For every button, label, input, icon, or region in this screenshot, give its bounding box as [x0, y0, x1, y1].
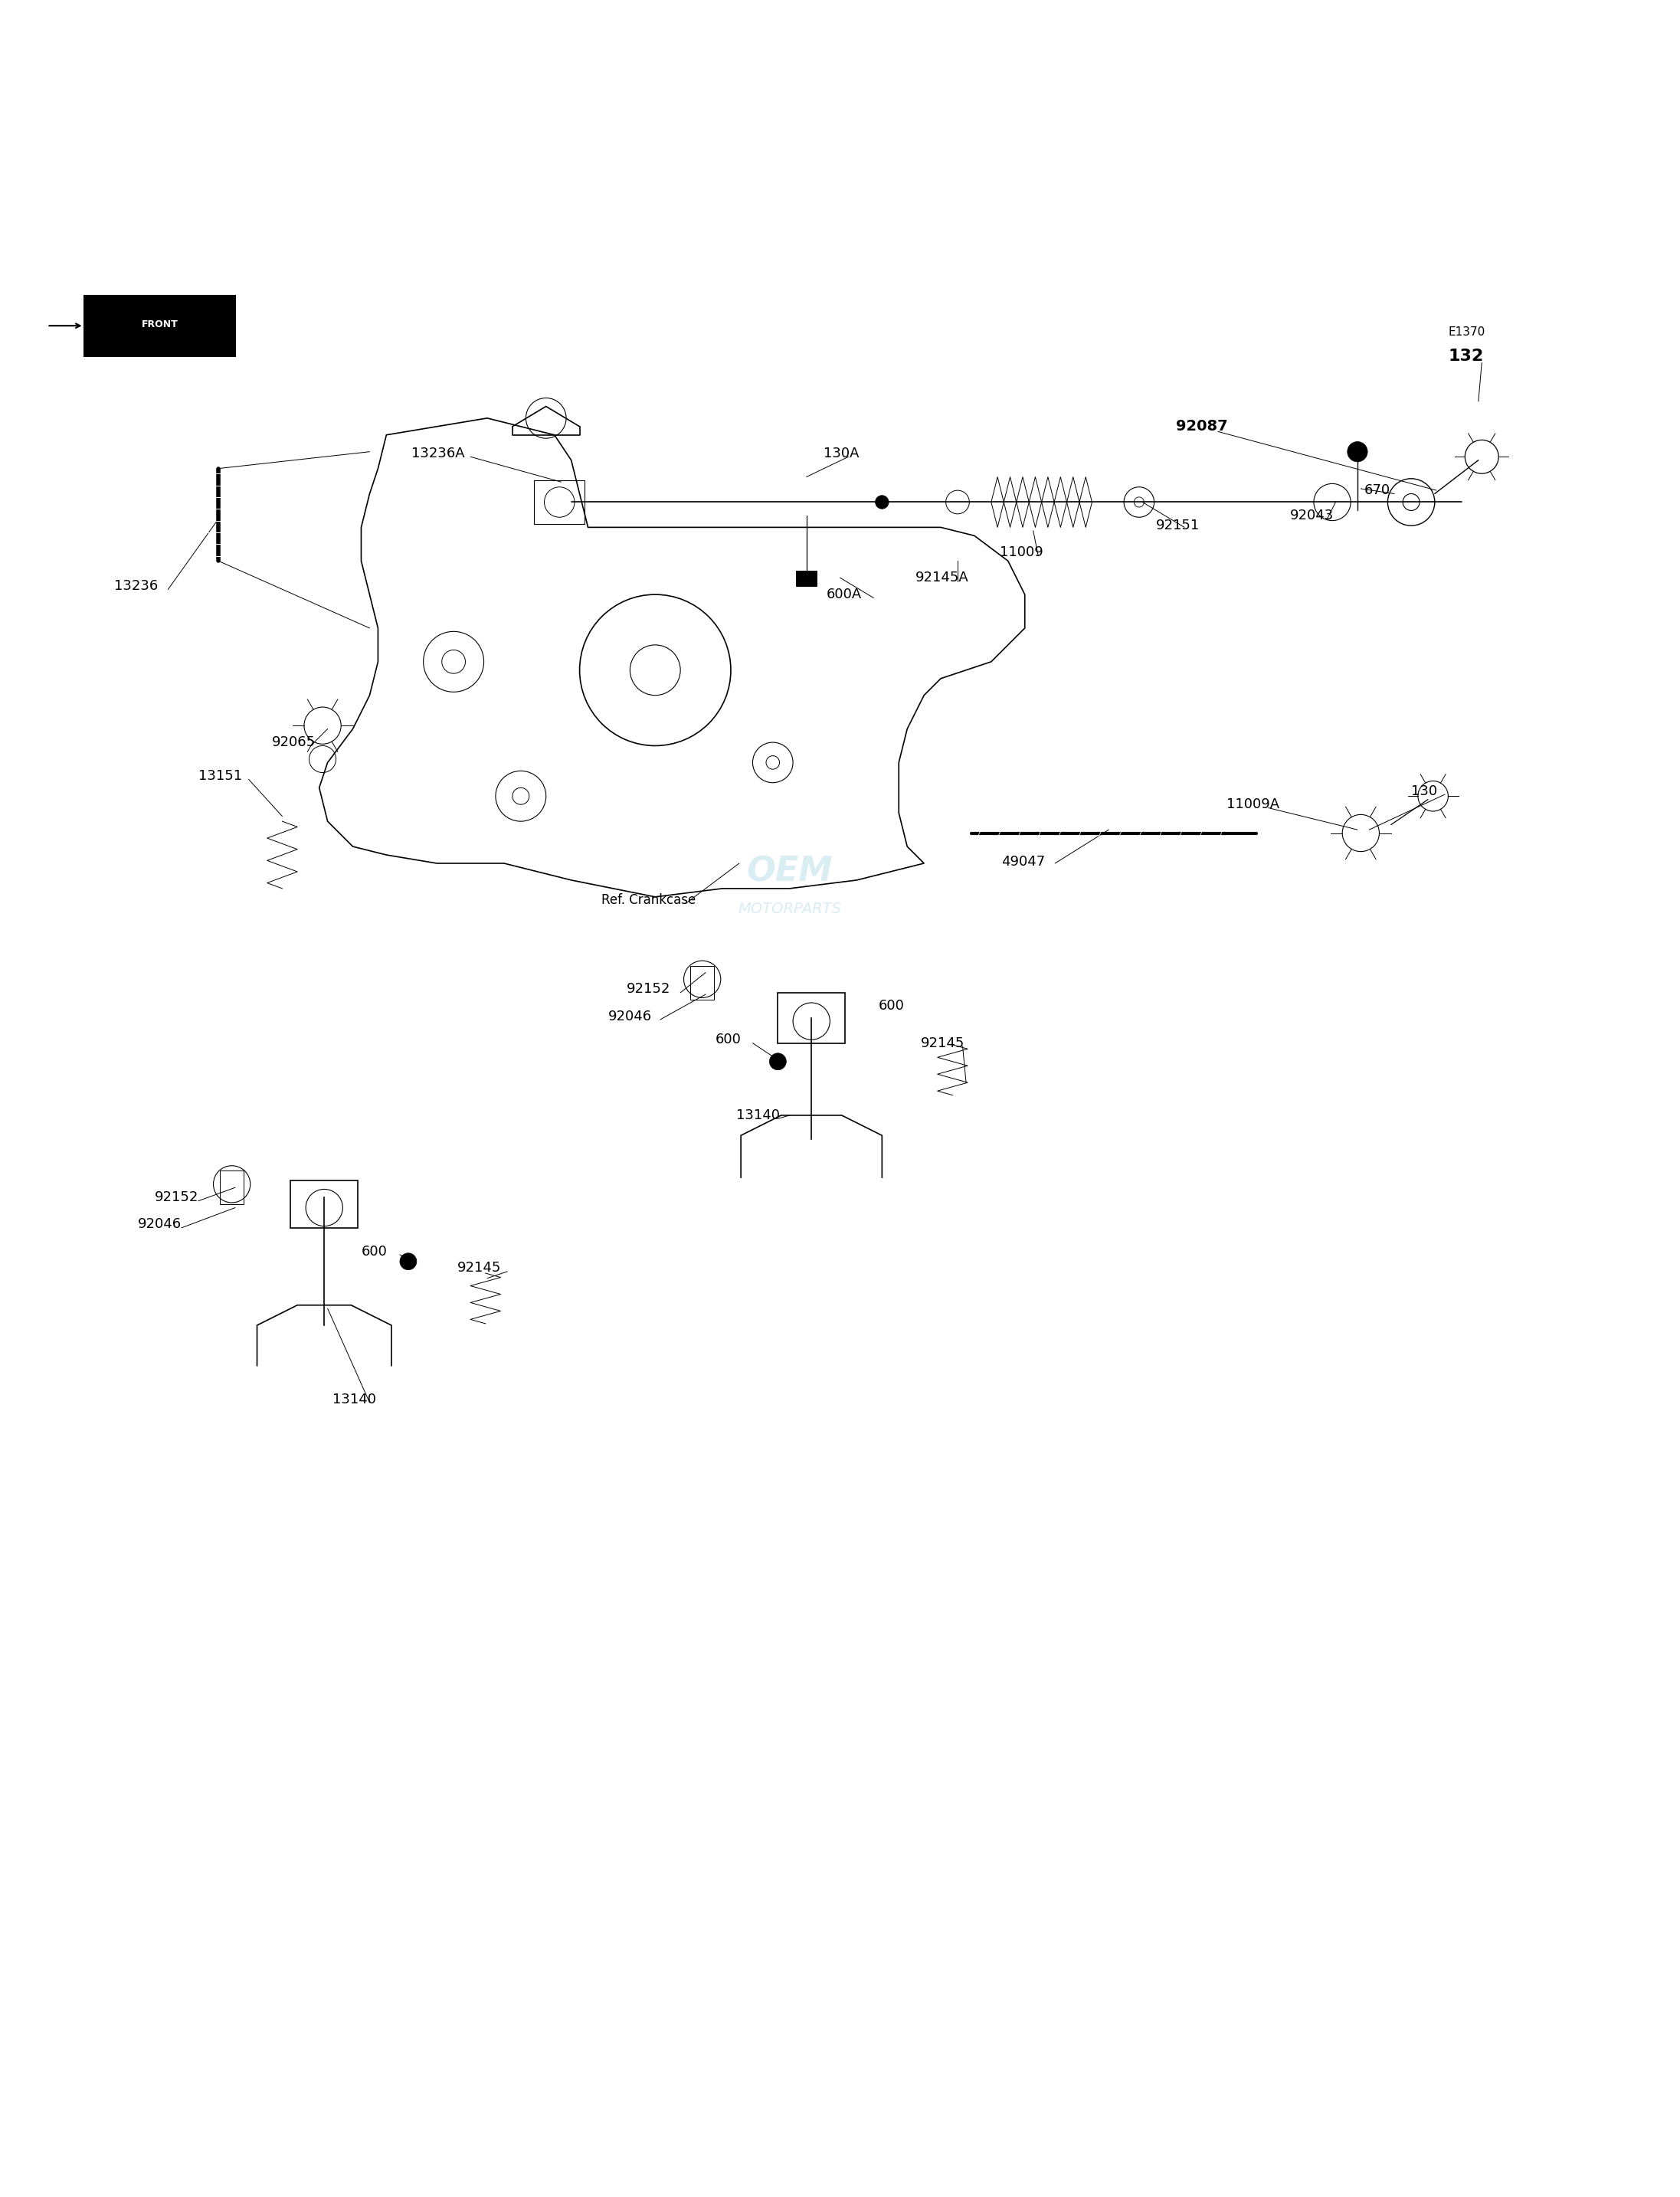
Text: 13151: 13151: [198, 769, 242, 782]
Text: E1370: E1370: [1448, 327, 1485, 338]
Text: 600: 600: [361, 1244, 386, 1259]
Text: 132: 132: [1448, 349, 1483, 365]
Text: 92151: 92151: [1156, 518, 1200, 532]
Text: 92046: 92046: [138, 1217, 181, 1230]
Text: FRONT: FRONT: [141, 319, 178, 330]
Text: OEM: OEM: [746, 855, 833, 888]
Text: 670: 670: [1364, 483, 1391, 497]
Text: 600: 600: [716, 1033, 741, 1046]
Text: MOTORPARTS: MOTORPARTS: [738, 901, 842, 916]
Text: 130A: 130A: [823, 446, 858, 461]
Circle shape: [400, 1252, 417, 1270]
Text: Ref. Crankcase: Ref. Crankcase: [601, 894, 696, 907]
Bar: [796, 571, 816, 587]
Text: 13140: 13140: [736, 1109, 780, 1123]
Bar: [220, 1171, 244, 1204]
Bar: [291, 1180, 358, 1228]
Circle shape: [1347, 442, 1368, 461]
FancyBboxPatch shape: [84, 297, 235, 356]
Text: 49047: 49047: [1001, 855, 1045, 868]
Circle shape: [769, 1052, 786, 1070]
Text: 92152: 92152: [155, 1191, 198, 1204]
Text: 92145: 92145: [457, 1261, 501, 1274]
Text: 92145: 92145: [921, 1037, 964, 1050]
Text: 130: 130: [1411, 784, 1438, 798]
Text: 600: 600: [879, 1000, 904, 1013]
Bar: [690, 967, 714, 1000]
Bar: [778, 993, 845, 1044]
Circle shape: [875, 494, 889, 510]
Text: 11009: 11009: [1000, 545, 1043, 560]
Text: 13140: 13140: [333, 1393, 376, 1406]
Text: 600A: 600A: [827, 587, 862, 602]
Text: 92087: 92087: [1176, 420, 1228, 433]
Text: 92043: 92043: [1290, 510, 1334, 523]
Text: 92065: 92065: [272, 736, 316, 749]
Text: 13236A: 13236A: [412, 446, 465, 461]
Text: 13236: 13236: [114, 580, 158, 593]
Text: 92145A: 92145A: [916, 571, 969, 584]
Text: 92046: 92046: [608, 1008, 652, 1024]
Bar: [534, 481, 585, 523]
Text: 11009A: 11009A: [1226, 798, 1280, 811]
Text: 92152: 92152: [627, 982, 670, 995]
